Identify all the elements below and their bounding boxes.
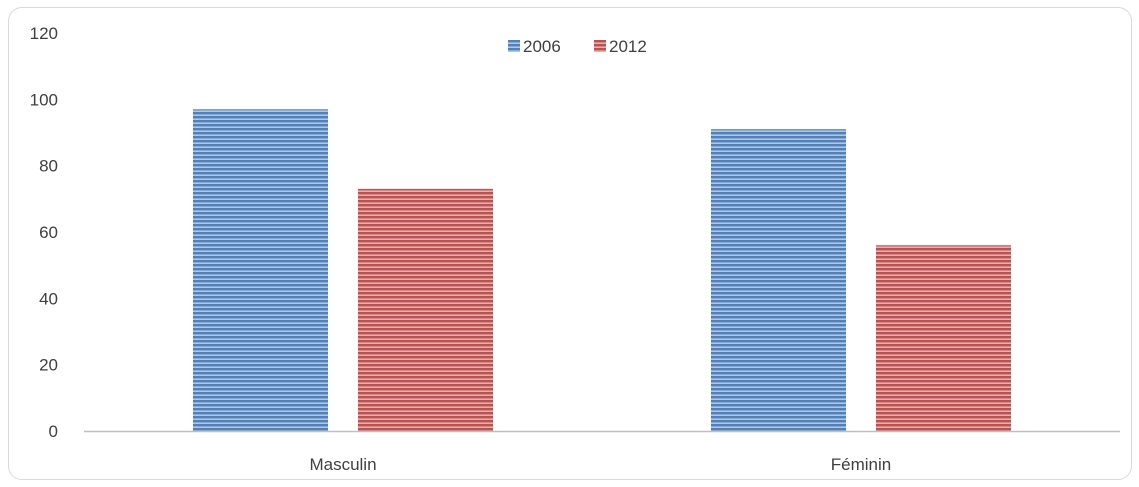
- bar-2012-0: [358, 188, 493, 431]
- y-tick-label: 80: [39, 157, 58, 176]
- legend: 2006 2012: [508, 37, 647, 56]
- legend-swatch-2006: [508, 40, 520, 52]
- y-axis-ticks: 0 20 40 60 80 100 120: [30, 24, 58, 441]
- y-tick-label: 100: [30, 90, 58, 109]
- bar-2012-1: [876, 245, 1011, 431]
- legend-label-2006: 2006: [523, 37, 561, 56]
- bar-2006-0: [193, 109, 328, 432]
- bars: [193, 109, 1011, 432]
- y-tick-label: 0: [49, 422, 58, 441]
- x-tick-label: Féminin: [831, 455, 891, 474]
- x-axis-ticks: Masculin Féminin: [309, 455, 891, 474]
- y-tick-label: 60: [39, 223, 58, 242]
- legend-label-2012: 2012: [609, 37, 647, 56]
- legend-swatch-2012: [594, 40, 606, 52]
- x-tick-label: Masculin: [309, 455, 376, 474]
- bar-2006-1: [711, 129, 846, 431]
- y-tick-label: 20: [39, 356, 58, 375]
- y-tick-label: 120: [30, 24, 58, 43]
- y-tick-label: 40: [39, 289, 58, 308]
